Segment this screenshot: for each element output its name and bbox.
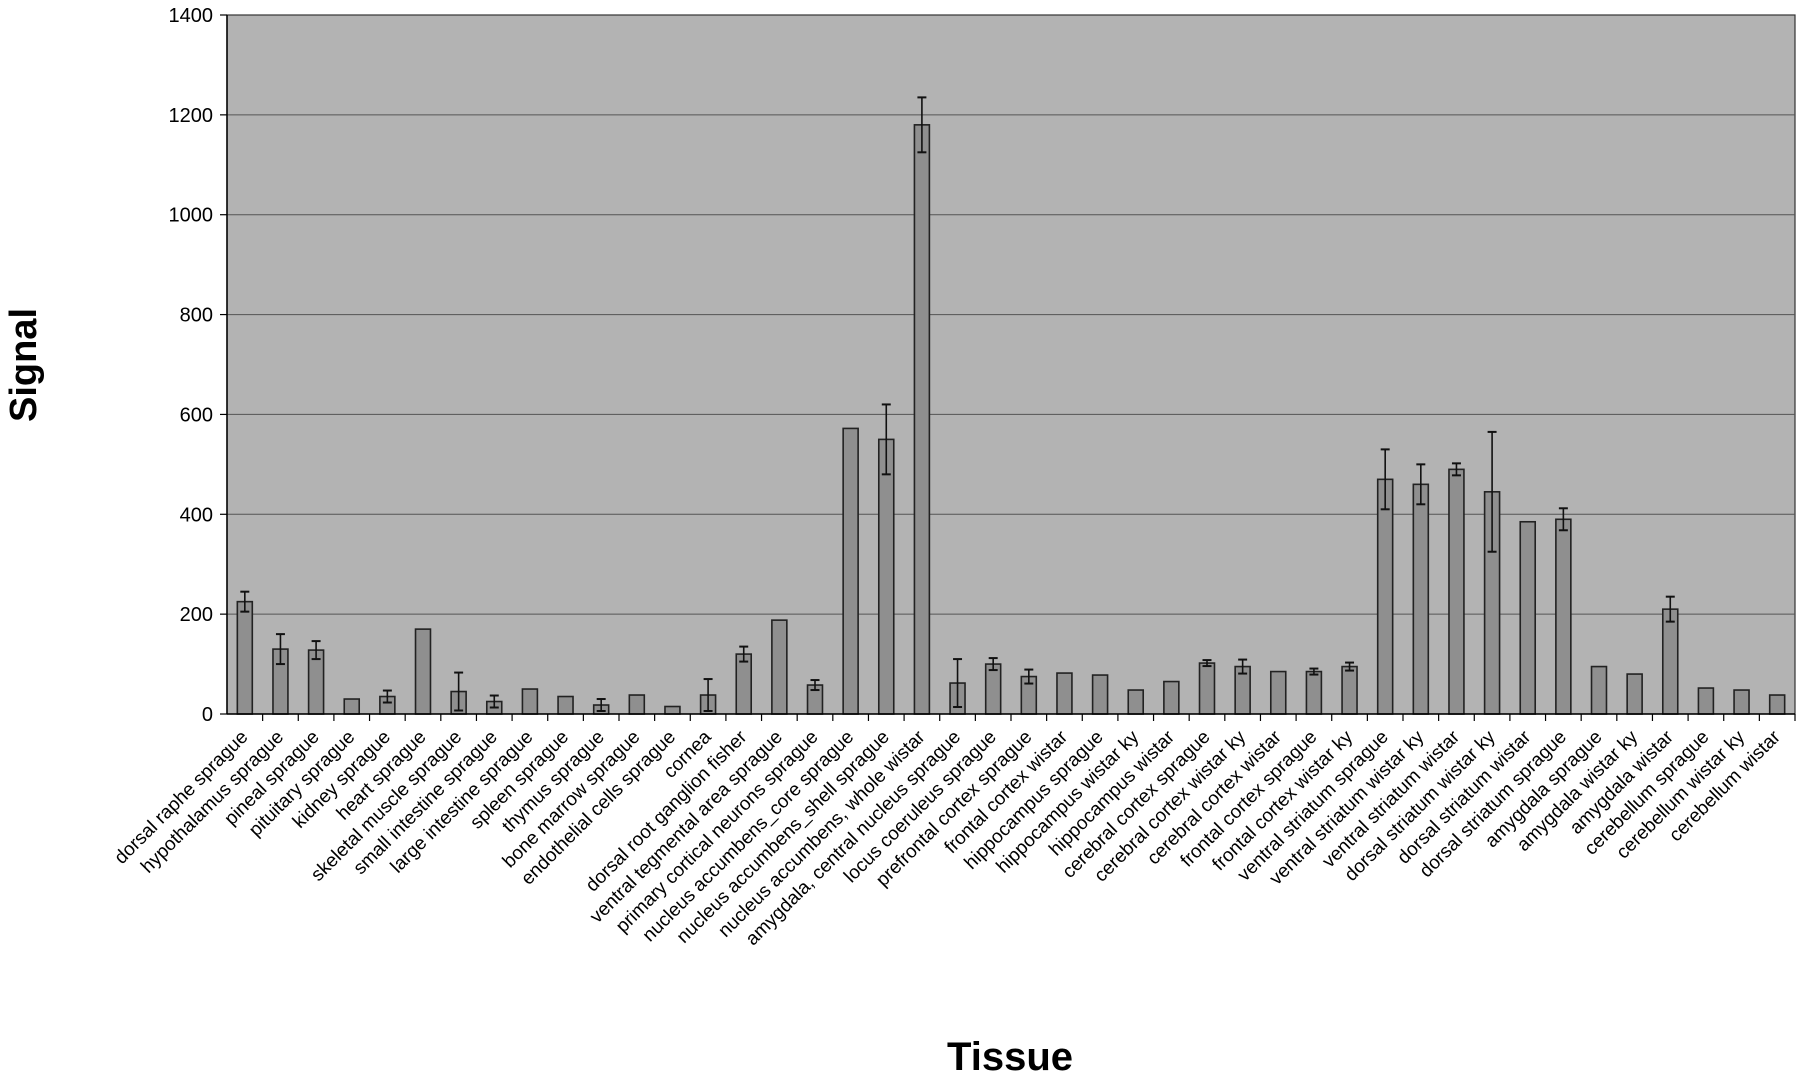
bar: [1733, 689, 1750, 715]
bar: [664, 705, 681, 715]
bar: [735, 653, 753, 715]
bar: [877, 438, 895, 715]
bar: [628, 694, 646, 715]
bar: [1697, 687, 1715, 715]
bar: [1163, 680, 1180, 715]
bar: [1412, 483, 1430, 715]
bar: [1376, 478, 1394, 715]
y-tick-label: 200: [180, 604, 213, 626]
bars: [236, 124, 1786, 715]
bar: [1661, 608, 1679, 715]
bar: [1590, 665, 1608, 715]
bar: [1305, 670, 1323, 715]
y-tick-label: 1200: [169, 105, 214, 127]
bar: [1091, 674, 1109, 715]
y-tick-label: 1000: [169, 205, 214, 227]
y-tick-label: 600: [180, 404, 213, 426]
bar: [414, 628, 432, 715]
bar: [1555, 518, 1572, 715]
bar: [1448, 468, 1465, 715]
bar: [521, 688, 539, 715]
bar: [1341, 665, 1358, 715]
bar: [1768, 694, 1786, 715]
y-tick-label: 800: [180, 305, 213, 327]
bar: [236, 600, 254, 715]
bar: [842, 427, 859, 715]
y-axis-title: Signal: [3, 308, 45, 422]
bar: [343, 698, 361, 715]
x-tick-label: hypothalamus sprague: [137, 727, 288, 878]
y-tick-label: 0: [202, 704, 213, 726]
y-ticks: 0 200 400 600 800 1000 1200 1400: [169, 5, 227, 726]
bar: [1626, 673, 1643, 715]
bar: [1519, 520, 1537, 715]
bar: [771, 619, 788, 715]
bar: [984, 663, 1002, 715]
bar: [1269, 670, 1287, 715]
x-axis-title: Tissue: [947, 1035, 1073, 1078]
error-bars: [240, 96, 1675, 713]
bar: [1127, 689, 1145, 715]
bar: [557, 695, 574, 715]
bar: [1198, 662, 1216, 715]
y-tick-label: 400: [180, 504, 213, 526]
bar: [913, 124, 931, 715]
bar: [1056, 672, 1073, 715]
y-tick-label: 1400: [169, 5, 214, 27]
